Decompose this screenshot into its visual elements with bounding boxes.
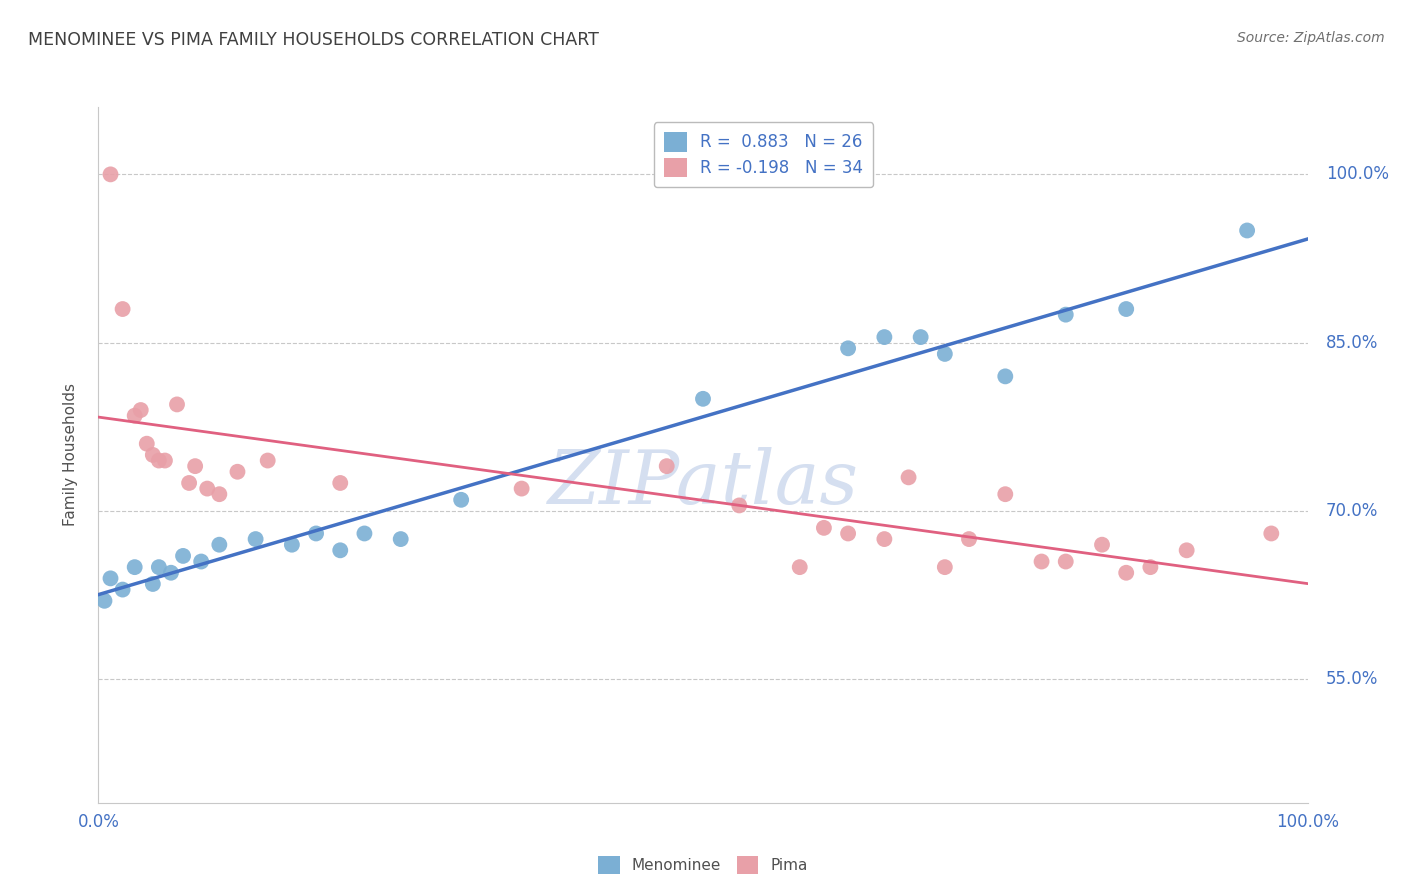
Point bbox=[1175, 543, 1198, 558]
Point bbox=[1236, 223, 1258, 237]
Point bbox=[179, 475, 201, 490]
Point bbox=[142, 577, 165, 591]
Point bbox=[100, 167, 122, 181]
Point bbox=[111, 582, 134, 597]
Point bbox=[153, 453, 176, 467]
Point bbox=[1115, 566, 1137, 580]
Point bbox=[172, 549, 194, 563]
Point bbox=[837, 341, 859, 355]
Point bbox=[1260, 526, 1282, 541]
Point bbox=[111, 301, 134, 316]
Point bbox=[148, 560, 170, 574]
Point bbox=[281, 538, 304, 552]
Point bbox=[910, 330, 932, 344]
Point bbox=[692, 392, 714, 406]
Point bbox=[166, 397, 188, 411]
Point bbox=[1054, 308, 1077, 322]
Point bbox=[190, 555, 212, 569]
Point bbox=[148, 453, 170, 467]
Text: 100.0%: 100.0% bbox=[1326, 165, 1389, 184]
Point bbox=[329, 543, 352, 558]
Point bbox=[256, 453, 278, 467]
Point bbox=[1115, 301, 1137, 316]
Legend: R =  0.883   N = 26, R = -0.198   N = 34: R = 0.883 N = 26, R = -0.198 N = 34 bbox=[654, 122, 873, 187]
Text: ZIPatlas: ZIPatlas bbox=[547, 447, 859, 519]
Point bbox=[389, 532, 412, 546]
Y-axis label: Family Households: Family Households bbox=[63, 384, 77, 526]
Point bbox=[789, 560, 811, 574]
Point bbox=[1139, 560, 1161, 574]
Point bbox=[1031, 555, 1053, 569]
Point bbox=[208, 538, 231, 552]
Text: MENOMINEE VS PIMA FAMILY HOUSEHOLDS CORRELATION CHART: MENOMINEE VS PIMA FAMILY HOUSEHOLDS CORR… bbox=[28, 31, 599, 49]
Text: Source: ZipAtlas.com: Source: ZipAtlas.com bbox=[1237, 31, 1385, 45]
Point bbox=[655, 459, 678, 474]
Point bbox=[93, 594, 115, 608]
Point bbox=[195, 482, 218, 496]
Text: 70.0%: 70.0% bbox=[1326, 502, 1378, 520]
Point bbox=[873, 330, 896, 344]
Point bbox=[124, 560, 146, 574]
Point bbox=[226, 465, 249, 479]
Point bbox=[837, 526, 859, 541]
Point bbox=[934, 347, 956, 361]
Point bbox=[450, 492, 472, 507]
Point bbox=[135, 436, 157, 450]
Point bbox=[124, 409, 146, 423]
Point bbox=[1054, 555, 1077, 569]
Point bbox=[934, 560, 956, 574]
Point bbox=[142, 448, 165, 462]
Point bbox=[510, 482, 533, 496]
Point bbox=[160, 566, 183, 580]
Point bbox=[728, 499, 751, 513]
Point bbox=[208, 487, 231, 501]
Point bbox=[1091, 538, 1114, 552]
Legend: Menominee, Pima: Menominee, Pima bbox=[592, 850, 814, 880]
Text: 85.0%: 85.0% bbox=[1326, 334, 1378, 351]
Point bbox=[184, 459, 207, 474]
Point bbox=[813, 521, 835, 535]
Point bbox=[897, 470, 920, 484]
Point bbox=[957, 532, 980, 546]
Point bbox=[994, 369, 1017, 384]
Point bbox=[873, 532, 896, 546]
Point bbox=[245, 532, 267, 546]
Point bbox=[353, 526, 375, 541]
Point bbox=[100, 571, 122, 585]
Point bbox=[305, 526, 328, 541]
Point bbox=[129, 403, 152, 417]
Point bbox=[994, 487, 1017, 501]
Text: 55.0%: 55.0% bbox=[1326, 671, 1378, 689]
Point bbox=[329, 475, 352, 490]
